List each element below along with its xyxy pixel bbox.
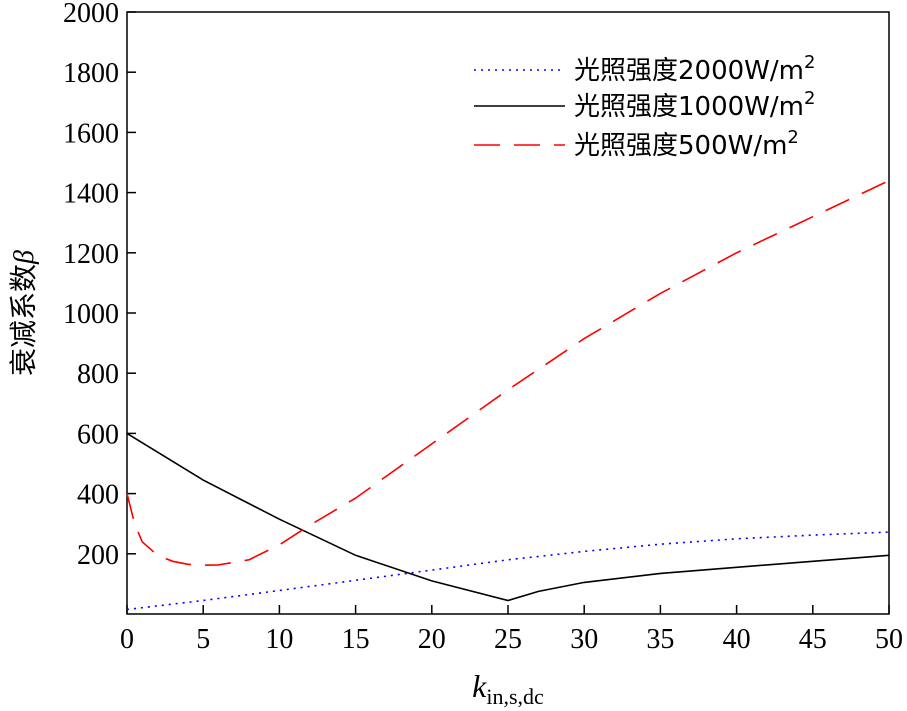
legend-label-2: 光照强度500W/m2 [574, 127, 799, 161]
x-tick-label: 10 [265, 624, 293, 655]
series-line-0 [126, 531, 890, 611]
x-tick-label: 35 [646, 624, 674, 655]
x-tick-label: 40 [723, 624, 751, 655]
axis-ticks: 0 5 10 15 20 25 30 35 40 45 50 200 400 600 800 1000 1200… [63, 0, 903, 655]
series-lines [126, 179, 890, 611]
x-axis-label-sub: in,s,dc [486, 684, 544, 709]
x-tick-label: 0 [120, 624, 134, 655]
y-tick-label: 1800 [63, 58, 119, 89]
legend-label-sup: 2 [804, 52, 815, 73]
x-tick-label: 50 [875, 624, 903, 655]
y-tick-label: 1200 [63, 239, 119, 270]
x-axis-label: kin,s,dc [472, 668, 544, 709]
y-tick-label: 200 [77, 540, 119, 571]
legend-label-sup: 2 [804, 88, 815, 109]
legend-label-text: 光照强度1000W/m [574, 92, 804, 122]
legend-label-sup: 2 [787, 127, 798, 148]
x-tick-label: 30 [570, 624, 598, 655]
y-tick-label: 1600 [63, 118, 119, 149]
y-axis-label: 衰减系数β [7, 250, 40, 376]
legend-label-text: 光照强度500W/m [574, 131, 787, 161]
y-tick-label: 400 [77, 480, 119, 511]
y-tick-label: 2000 [63, 0, 119, 29]
x-tick-label: 25 [494, 624, 522, 655]
x-tick-label: 45 [799, 624, 827, 655]
y-tick-label: 600 [77, 419, 119, 450]
series-line-2 [126, 179, 890, 567]
y-axis-label-symbol: β [9, 250, 40, 265]
y-tick-label: 800 [77, 359, 119, 390]
series-line-1 [126, 432, 890, 602]
y-tick-label: 1000 [63, 299, 119, 330]
x-tick-label: 5 [196, 624, 210, 655]
x-tick-label: 20 [418, 624, 446, 655]
y-axis-label-text: 衰减系数 [7, 264, 40, 376]
legend-label-1: 光照强度1000W/m2 [574, 88, 815, 122]
x-tick-label: 15 [342, 624, 370, 655]
y-tick-label: 1400 [63, 179, 119, 210]
x-axis-label-main: k [472, 668, 487, 704]
legend-label-0: 光照强度2000W/m2 [574, 52, 815, 86]
legend-label-text: 光照强度2000W/m [574, 56, 804, 86]
